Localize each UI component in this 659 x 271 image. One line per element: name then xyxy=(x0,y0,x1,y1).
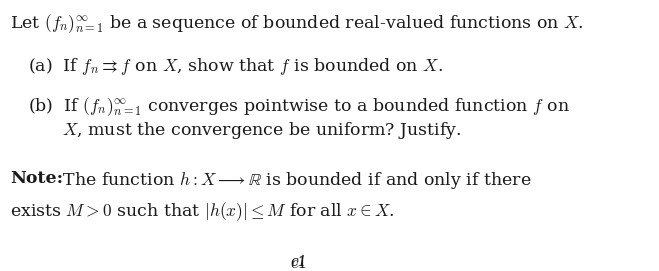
Text: $X$, must the convergence be uniform? Justify.: $X$, must the convergence be uniform? Ju… xyxy=(62,120,461,141)
Text: c1: c1 xyxy=(290,255,306,269)
Text: (a)  If $f_n \rightrightarrows f$ on $X$, show that $f$ is bounded on $X$.: (a) If $f_n \rightrightarrows f$ on $X$,… xyxy=(28,56,443,77)
Text: (b)  If $(f_n)_{n=1}^{\infty}$ converges pointwise to a bounded function $f$ on: (b) If $(f_n)_{n=1}^{\infty}$ converges … xyxy=(28,95,570,118)
Text: The function $h : X \longrightarrow \mathbb{R}$ is bounded if and only if there: The function $h : X \longrightarrow \mat… xyxy=(57,170,532,191)
Text: $c1$: $c1$ xyxy=(290,255,307,271)
Text: Note:: Note: xyxy=(10,170,63,187)
Text: exists $M > 0$ such that $|h(x)| \leq M$ for all $x \in X$.: exists $M > 0$ such that $|h(x)| \leq M$… xyxy=(10,200,395,223)
Text: Let $(f_n)_{n=1}^{\infty}$ be a sequence of bounded real-valued functions on $X$: Let $(f_n)_{n=1}^{\infty}$ be a sequence… xyxy=(10,12,584,35)
